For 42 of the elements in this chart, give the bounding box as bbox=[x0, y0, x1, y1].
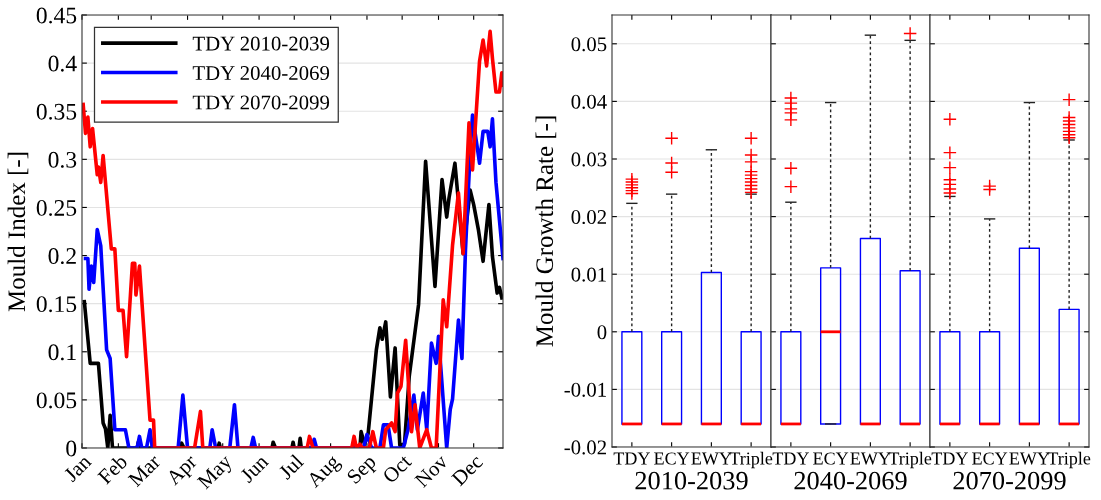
y-tick-label: 0.05 bbox=[36, 392, 77, 409]
legend-label: TDY 2010-2039 bbox=[192, 36, 330, 51]
x-tick-label: Mar bbox=[127, 453, 162, 488]
y-tick-label: 0.4 bbox=[48, 55, 77, 72]
x-tick-label: ECY bbox=[654, 452, 690, 465]
y-tick-label: 0.03 bbox=[571, 152, 607, 167]
x-tick-label: Feb bbox=[96, 453, 129, 485]
y-tick-label: 0.25 bbox=[36, 199, 77, 216]
x-tick-label: Sep bbox=[346, 453, 380, 488]
y-tick-label: 0.15 bbox=[36, 296, 77, 313]
x-axis-title: 2040-2069 bbox=[794, 471, 907, 490]
x-tick-label: TDY bbox=[613, 452, 650, 465]
x-tick-label: Aug bbox=[305, 453, 344, 492]
x-tick-label: ECY bbox=[813, 452, 849, 465]
x-tick-label: Jul bbox=[277, 453, 305, 481]
y-tick-label: 0.45 bbox=[36, 7, 77, 24]
x-axis-title: 2010-2039 bbox=[635, 471, 748, 490]
x-tick-label: TDY bbox=[772, 452, 809, 465]
y-tick-label: 0.35 bbox=[36, 103, 77, 120]
y-tick-label: 0.2 bbox=[48, 248, 76, 265]
x-tick-label: Nov bbox=[414, 453, 449, 489]
y-tick-label: 0.02 bbox=[571, 209, 606, 225]
y-tick-label: 0.1 bbox=[48, 344, 76, 361]
legend-label: TDY 2070-2099 bbox=[192, 95, 330, 110]
y-tick-label: 0.04 bbox=[571, 94, 607, 109]
y-tick-label: 0.01 bbox=[571, 267, 606, 282]
x-tick-label: May bbox=[196, 453, 237, 493]
y-axis-title: Mould Index [-] bbox=[7, 152, 29, 312]
legend-label: TDY 2040-2069 bbox=[192, 66, 330, 81]
y-tick-label: -0.02 bbox=[564, 440, 606, 455]
x-tick-label: ECY bbox=[972, 452, 1008, 465]
x-tick-label: Jun bbox=[239, 453, 270, 484]
x-tick-label: TDY bbox=[931, 452, 968, 465]
x-tick-label: Dec bbox=[450, 453, 484, 487]
y-tick-label: -0.01 bbox=[564, 382, 606, 397]
x-axis-title: 2070-2099 bbox=[953, 471, 1066, 490]
y-tick-label: 0 bbox=[597, 325, 607, 340]
y-tick-label: 0.05 bbox=[571, 37, 607, 52]
y-axis-title: Mould Growth Rate [-] bbox=[535, 116, 557, 347]
y-tick-label: 0 bbox=[66, 440, 77, 457]
y-tick-label: 0.3 bbox=[48, 151, 77, 168]
x-tick-label: Oct bbox=[381, 453, 413, 484]
